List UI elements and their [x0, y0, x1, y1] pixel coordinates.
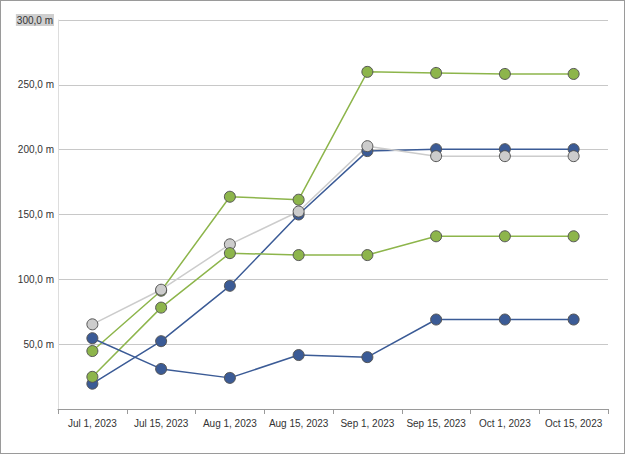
svg-text:250,0 m: 250,0 m: [18, 79, 54, 90]
svg-text:Jul 1, 2023: Jul 1, 2023: [68, 418, 117, 429]
svg-text:Sep 1, 2023: Sep 1, 2023: [340, 418, 394, 429]
svg-text:Oct 1, 2023: Oct 1, 2023: [479, 418, 531, 429]
svg-text:50,0 m: 50,0 m: [23, 339, 54, 350]
svg-text:Jul 15, 2023: Jul 15, 2023: [134, 418, 189, 429]
svg-text:100,0 m: 100,0 m: [18, 274, 54, 285]
svg-text:Sep 15, 2023: Sep 15, 2023: [406, 418, 466, 429]
svg-text:Aug 1, 2023: Aug 1, 2023: [203, 418, 257, 429]
svg-text:Aug 15, 2023: Aug 15, 2023: [269, 418, 329, 429]
svg-text:200,0 m: 200,0 m: [18, 144, 54, 155]
svg-text:Oct 15, 2023: Oct 15, 2023: [545, 418, 603, 429]
svg-text:300,0 m: 300,0 m: [17, 15, 53, 26]
svg-text:150,0 m: 150,0 m: [18, 209, 54, 220]
